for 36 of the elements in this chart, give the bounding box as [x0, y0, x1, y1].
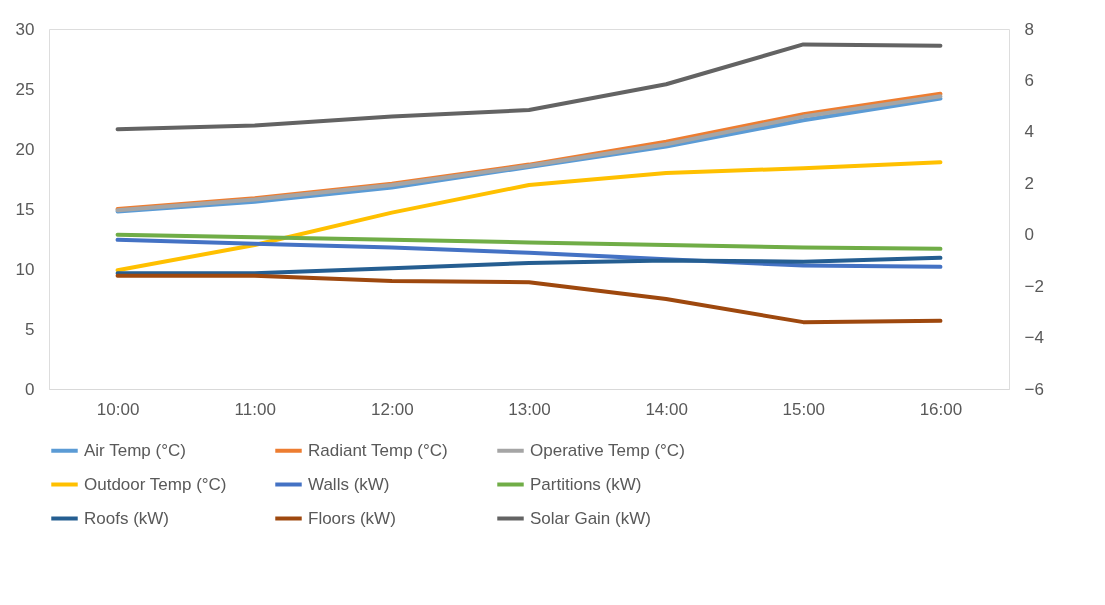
y-tick-label: 5 — [25, 319, 35, 339]
x-tick-label: 14:00 — [645, 399, 688, 419]
legend-label: Walls (kW) — [308, 474, 390, 494]
y-tick-label: 15 — [15, 199, 35, 219]
legend-label: Roofs (kW) — [84, 508, 169, 528]
y2-tick-label: −2 — [1024, 276, 1044, 296]
y-tick-label: 25 — [15, 79, 35, 99]
y2-tick-label: 2 — [1024, 173, 1034, 193]
x-tick-label: 13:00 — [508, 399, 551, 419]
y2-tick-label: 6 — [1024, 70, 1034, 90]
legend-label: Floors (kW) — [308, 508, 396, 528]
line-series — [115, 255, 943, 276]
y-tick-label: 30 — [15, 19, 35, 39]
x-tick-label: 11:00 — [234, 399, 276, 419]
x-tick-label: 16:00 — [919, 399, 963, 419]
line-series — [115, 232, 943, 251]
legend-label: Outdoor Temp (°C) — [84, 474, 227, 494]
y2-tick-label: 4 — [1024, 122, 1034, 142]
x-tick-label: 10:00 — [96, 399, 140, 419]
y-tick-label: 0 — [25, 379, 35, 399]
legend-label: Solar Gain (kW) — [530, 508, 651, 528]
y2-tick-label: −6 — [1024, 379, 1044, 399]
x-tick-label: 12:00 — [371, 399, 414, 419]
legend-label: Air Temp (°C) — [84, 440, 186, 460]
y2-tick-label: −4 — [1024, 328, 1044, 348]
y-tick-label: 20 — [15, 139, 35, 159]
legend-label: Partitions (kW) — [530, 474, 642, 494]
line-series — [115, 160, 943, 273]
legend-label: Operative Temp (°C) — [530, 440, 685, 460]
line-series — [115, 42, 943, 132]
line-series — [115, 273, 943, 325]
y2-tick-label: 0 — [1024, 225, 1034, 245]
x-tick-label: 15:00 — [782, 399, 826, 419]
legend-label: Radiant Temp (°C) — [308, 440, 448, 460]
y2-tick-label: 8 — [1024, 19, 1034, 39]
y-tick-label: 10 — [15, 259, 35, 279]
